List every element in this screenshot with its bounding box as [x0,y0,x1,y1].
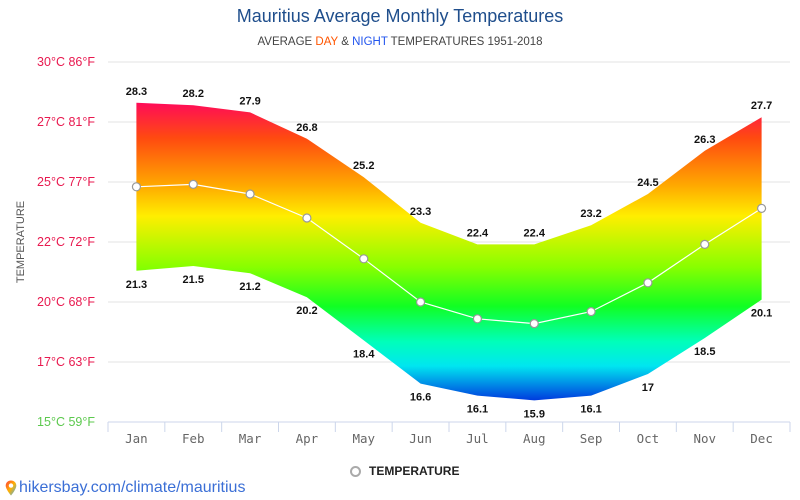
day-temperature-label: 25.2 [353,160,374,172]
average-temperature-point [359,254,369,264]
y-tick-label: 17°C 63°F [37,355,95,369]
subtitle-amp: & [338,36,353,48]
x-tick-label: Sep [580,431,603,446]
average-temperature-point [700,239,710,249]
day-temperature-label: 28.3 [126,86,147,98]
night-temperature-label: 21.3 [126,279,147,291]
average-temperature-point [245,189,255,199]
average-temperature-point [188,179,198,189]
day-temperature-label: 23.2 [580,208,601,220]
night-temperature-label: 20.1 [751,308,772,320]
average-temperature-point [643,278,653,288]
night-temperature-label: 15.9 [524,408,545,420]
average-temperature-point [131,182,142,192]
chart-subtitle: AVERAGE DAY & NIGHT TEMPERATURES 1951-20… [0,36,800,48]
x-tick-label: Jan [125,431,148,446]
x-tick-label: May [352,431,375,446]
average-temperature-point [415,297,426,307]
x-tick-label: Feb [182,431,205,446]
average-temperature-point [756,203,767,213]
average-temperature-point [302,213,312,223]
x-tick-label: Dec [750,431,773,446]
y-tick-label: 27°C 81°F [37,115,95,129]
x-tick-label: Mar [239,431,262,446]
subtitle-night: NIGHT [352,36,388,48]
night-temperature-label: 18.4 [353,348,375,360]
data-labels: 28.3 28.2 27.9 26.8 25.2 23.3 22.4 22.4 23.2 24.5… [126,86,773,421]
y-tick-label: 20°C 68°F [37,295,95,309]
y-tick-label: 30°C 86°F [37,55,95,69]
day-temperature-label: 22.4 [467,227,489,239]
x-tick-label: Aug [523,431,546,446]
day-temperature-label: 28.2 [183,88,204,100]
average-temperature-point [529,319,539,329]
night-temperature-label: 18.5 [694,346,715,358]
average-temperature-line [136,183,762,325]
y-tick-label: 22°C 72°F [37,235,95,249]
source-link[interactable]: hikersbay.com/climate/mauritius [5,479,245,497]
day-night-range-area [136,102,762,401]
day-temperature-label: 26.8 [296,122,317,134]
source-url: hikersbay.com/climate/mauritius [19,479,246,496]
subtitle-prefix: AVERAGE [257,36,316,48]
x-tick-label: Jun [409,431,432,446]
night-temperature-label: 21.2 [239,281,260,293]
legend-label: TEMPERATURE [369,464,460,478]
x-tick-label: Oct [637,431,660,446]
night-temperature-label: 20.2 [296,305,317,317]
y-axis-title: TEMPERATURE [15,201,27,283]
subtitle-day: DAY [315,36,338,48]
night-temperature-label: 17 [642,382,654,394]
legend-item-temperature[interactable]: TEMPERATURE [350,464,459,478]
day-temperature-label: 23.3 [410,206,431,218]
day-temperature-label: 27.9 [239,95,260,107]
day-temperature-label: 27.7 [751,100,772,112]
night-temperature-label: 16.1 [467,404,488,416]
average-temperature-series [131,179,767,329]
subtitle-suffix: TEMPERATURES 1951-2018 [387,36,543,48]
x-tick-label: Nov [693,431,716,446]
y-axis: 30°C 86°F 27°C 81°F 25°C 77°F 22°C 72°F 20°C… [37,55,95,429]
night-temperature-label: 16.6 [410,392,431,404]
day-temperature-label: 24.5 [637,177,658,189]
chart-title: Mauritius Average Monthly Temperatures [236,6,564,26]
x-tick-label: Jul [466,431,489,446]
average-temperature-point [472,314,483,324]
average-temperature-point [586,307,596,317]
y-tick-label: 15°C 59°F [37,415,95,429]
y-tick-label: 25°C 77°F [37,175,95,189]
day-temperature-label: 22.4 [524,227,546,239]
map-pin-icon [5,480,17,496]
night-temperature-label: 21.5 [183,274,204,286]
day-temperature-label: 26.3 [694,134,715,146]
night-temperature-label: 16.1 [580,404,601,416]
circle-marker-icon [350,465,361,477]
x-tick-label: Apr [296,431,319,446]
x-axis: Jan Feb Mar Apr May Jun Jul Aug Sep Oct Nov Dec [107,421,791,446]
